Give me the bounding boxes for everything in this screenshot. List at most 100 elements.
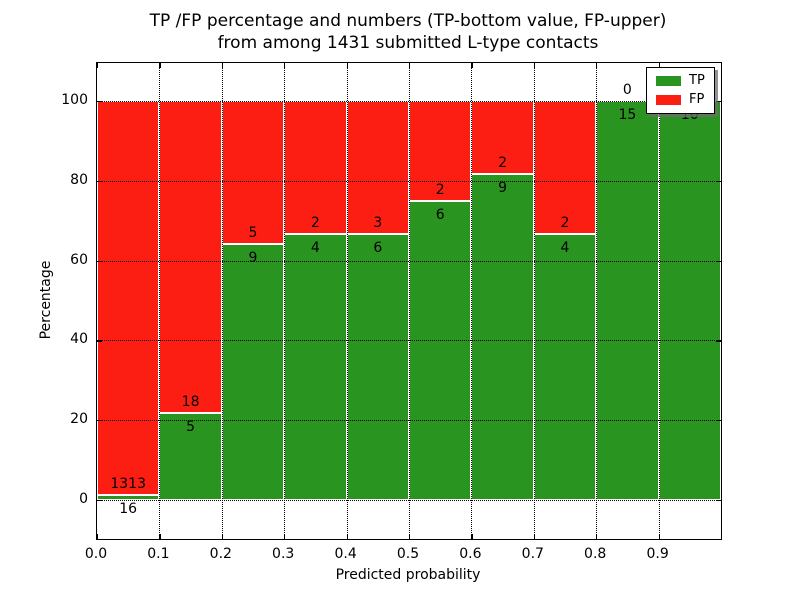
x-tick-mark: [533, 534, 535, 539]
y-tick-mark: [716, 500, 721, 502]
x-tick-mark: [658, 534, 660, 539]
bar-fp-count-label: 3: [373, 215, 383, 231]
x-tick-mark: [346, 63, 348, 68]
x-tick-label: 0.0: [84, 546, 108, 562]
y-axis-label: Percentage: [38, 260, 54, 340]
chart-title: TP /FP percentage and numbers (TP-bottom…: [150, 10, 667, 54]
bar-tp-segment: [533, 234, 597, 500]
x-tick-mark: [159, 534, 161, 539]
bar-fp-segment: [97, 101, 160, 496]
y-tick-label: 0: [79, 491, 88, 507]
y-tick-mark: [97, 101, 102, 103]
x-tick-mark: [658, 63, 660, 68]
x-tick-label: 0.3: [272, 546, 295, 562]
x-tick-mark: [346, 534, 348, 539]
x-tick-mark: [471, 63, 473, 68]
bar-fp-segment: [533, 101, 597, 234]
plot-area: TP FP 131316185592436262924015010: [96, 62, 722, 540]
x-tick-mark: [97, 534, 99, 539]
y-tick-mark: [716, 260, 721, 262]
x-tick-mark: [409, 534, 411, 539]
y-tick-mark: [97, 420, 102, 422]
vertical-gridline: [284, 63, 286, 539]
bar-tp-count-label: 4: [310, 240, 320, 256]
bar-tp-segment: [159, 413, 222, 500]
x-tick-label: 0.8: [584, 546, 607, 562]
bar-tp-count-label: 9: [498, 179, 508, 196]
bar-fp-segment: [409, 101, 472, 201]
y-tick-label: 40: [70, 331, 88, 348]
bar-tp-segment: [346, 234, 409, 500]
bar-tp-count-label: 15: [618, 107, 637, 123]
vertical-gridline: [533, 63, 535, 539]
y-tick-mark: [97, 500, 102, 502]
x-tick-mark: [221, 63, 223, 68]
x-tick-label: 0.1: [147, 546, 170, 562]
x-tick-mark: [221, 534, 223, 539]
bar-tp-segment: [658, 101, 721, 500]
y-tick-label: 80: [70, 171, 88, 188]
x-tick-mark: [409, 63, 411, 68]
bar-fp-count-label: 2: [310, 215, 320, 231]
legend-item-tp: TP: [656, 74, 705, 87]
bar-tp-count-label: 16: [119, 501, 138, 518]
vertical-gridline: [346, 63, 348, 539]
bar-fp-count-label: 18: [181, 394, 200, 411]
bar-fp-count-label: 2: [498, 154, 508, 171]
bar-fp-count-label: 2: [560, 215, 570, 231]
y-tick-label: 100: [61, 92, 88, 108]
legend: TP FP: [646, 67, 715, 114]
y-tick-mark: [97, 340, 102, 342]
bar-tp-segment: [471, 173, 534, 500]
y-tick-mark: [716, 180, 721, 182]
x-tick-label: 0.7: [521, 546, 544, 562]
bar-fp-count-label: 0: [622, 82, 632, 98]
bar-tp-segment: [409, 200, 472, 500]
y-tick-mark: [97, 260, 102, 262]
tp-legend-label: TP: [689, 73, 705, 88]
y-tick-mark: [97, 180, 102, 182]
vertical-gridline: [221, 63, 223, 539]
legend-item-fp: FP: [656, 93, 705, 106]
bar-tp-count-label: 6: [373, 240, 383, 256]
x-tick-mark: [533, 63, 535, 68]
vertical-gridline: [658, 63, 660, 539]
x-axis-label: Predicted probability: [335, 567, 481, 583]
x-tick-mark: [596, 534, 598, 539]
bar-tp-count-label: 5: [186, 419, 196, 436]
bar-tp-count-label: 4: [560, 240, 570, 256]
x-tick-label: 0.9: [646, 546, 669, 562]
x-tick-mark: [284, 534, 286, 539]
x-tick-label: 0.2: [209, 546, 232, 562]
fp-legend-label: FP: [689, 92, 705, 107]
x-tick-mark: [159, 63, 161, 68]
bar-tp-count-label: 6: [435, 206, 445, 223]
bar-tp-segment: [596, 101, 659, 500]
bar-tp-segment: [97, 495, 160, 500]
bar-fp-count-label: 2: [435, 181, 445, 198]
chart-title-line1: TP /FP percentage and numbers (TP-bottom…: [149, 11, 667, 31]
bar-tp-count-label: 9: [248, 249, 258, 266]
x-tick-label: 0.5: [396, 546, 420, 562]
y-tick-label: 60: [70, 251, 88, 268]
vertical-gridline: [159, 63, 161, 539]
y-tick-label: 20: [70, 411, 88, 428]
bar-fp-segment: [159, 101, 222, 414]
vertical-gridline: [409, 63, 410, 539]
y-tick-mark: [716, 420, 721, 422]
x-tick-label: 0.6: [459, 546, 482, 562]
x-tick-mark: [596, 63, 598, 68]
tp-legend-swatch: [656, 75, 681, 86]
x-tick-label: 0.4: [334, 546, 357, 562]
bar-fp-count-label: 5: [248, 224, 258, 241]
bar-tp-segment: [221, 243, 285, 500]
y-tick-mark: [716, 340, 721, 342]
y-tick-mark: [716, 101, 721, 103]
bar-tp-segment: [284, 234, 347, 500]
x-tick-mark: [284, 63, 286, 68]
fp-legend-swatch: [656, 94, 681, 105]
bar-fp-segment: [221, 101, 285, 244]
x-tick-mark: [97, 63, 99, 68]
vertical-gridline: [596, 63, 598, 539]
chart-title-line2: from among 1431 submitted L-type contact…: [217, 33, 599, 53]
